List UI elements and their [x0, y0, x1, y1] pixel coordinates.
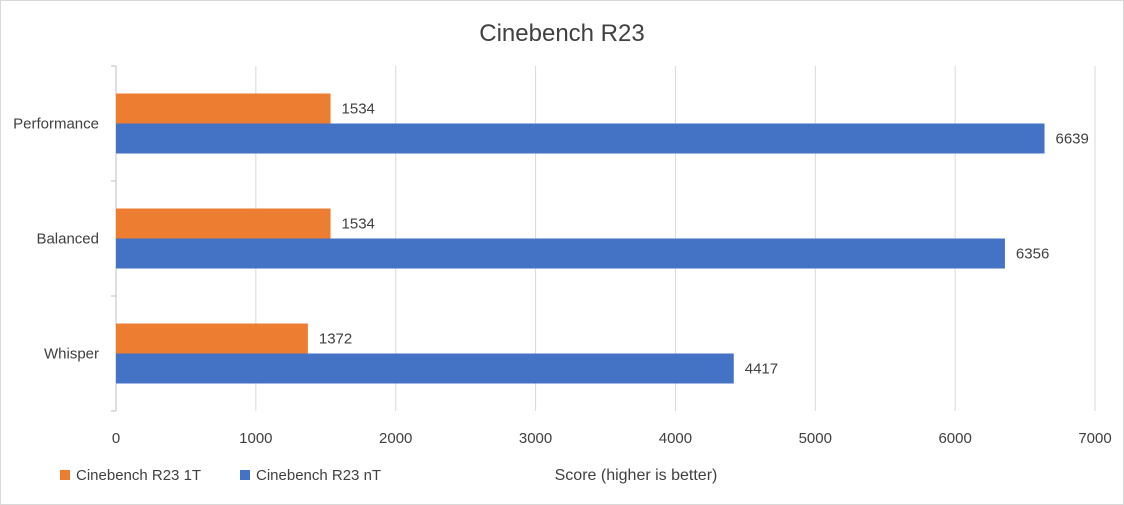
- x-tick-label: 5000: [799, 430, 832, 447]
- data-labels: 1534 6639 1534 6356 1372 4417: [319, 101, 1089, 378]
- data-label: 4417: [745, 361, 778, 378]
- x-tick-label: 6000: [938, 430, 971, 447]
- bar: [116, 208, 331, 239]
- data-label: 1534: [342, 216, 375, 233]
- category-label: Whisper: [44, 346, 99, 363]
- legend-label: Cinebench R23 nT: [256, 467, 381, 484]
- legend-label: Cinebench R23 1T: [76, 467, 201, 484]
- legend-swatch: [240, 470, 250, 480]
- x-tick-labels: 0 1000 2000 3000 4000 5000 6000 7000: [112, 430, 1112, 447]
- bar: [116, 93, 331, 124]
- data-label: 6639: [1056, 131, 1089, 148]
- x-tick-label: 4000: [659, 430, 692, 447]
- bar: [116, 323, 308, 354]
- data-label: 1534: [342, 101, 375, 118]
- bar: [116, 123, 1045, 154]
- category-label: Balanced: [36, 231, 99, 248]
- chart-title: Cinebench R23: [479, 20, 644, 47]
- x-tick-label: 1000: [239, 430, 272, 447]
- data-label: 6356: [1016, 246, 1049, 263]
- category-axis: [111, 65, 117, 412]
- legend: Cinebench R23 1T Cinebench R23 nT: [60, 467, 381, 484]
- category-labels: Performance Balanced Whisper: [13, 116, 99, 363]
- bar: [116, 238, 1005, 269]
- x-axis-title: Score (higher is better): [555, 467, 718, 484]
- legend-swatch: [60, 470, 70, 480]
- x-tick-label: 2000: [379, 430, 412, 447]
- x-tick-label: 7000: [1078, 430, 1111, 447]
- x-tick-label: 0: [112, 430, 120, 447]
- bars: [116, 93, 1045, 384]
- category-label: Performance: [13, 116, 99, 133]
- x-tick-label: 3000: [519, 430, 552, 447]
- data-label: 1372: [319, 331, 352, 348]
- bar: [116, 353, 734, 384]
